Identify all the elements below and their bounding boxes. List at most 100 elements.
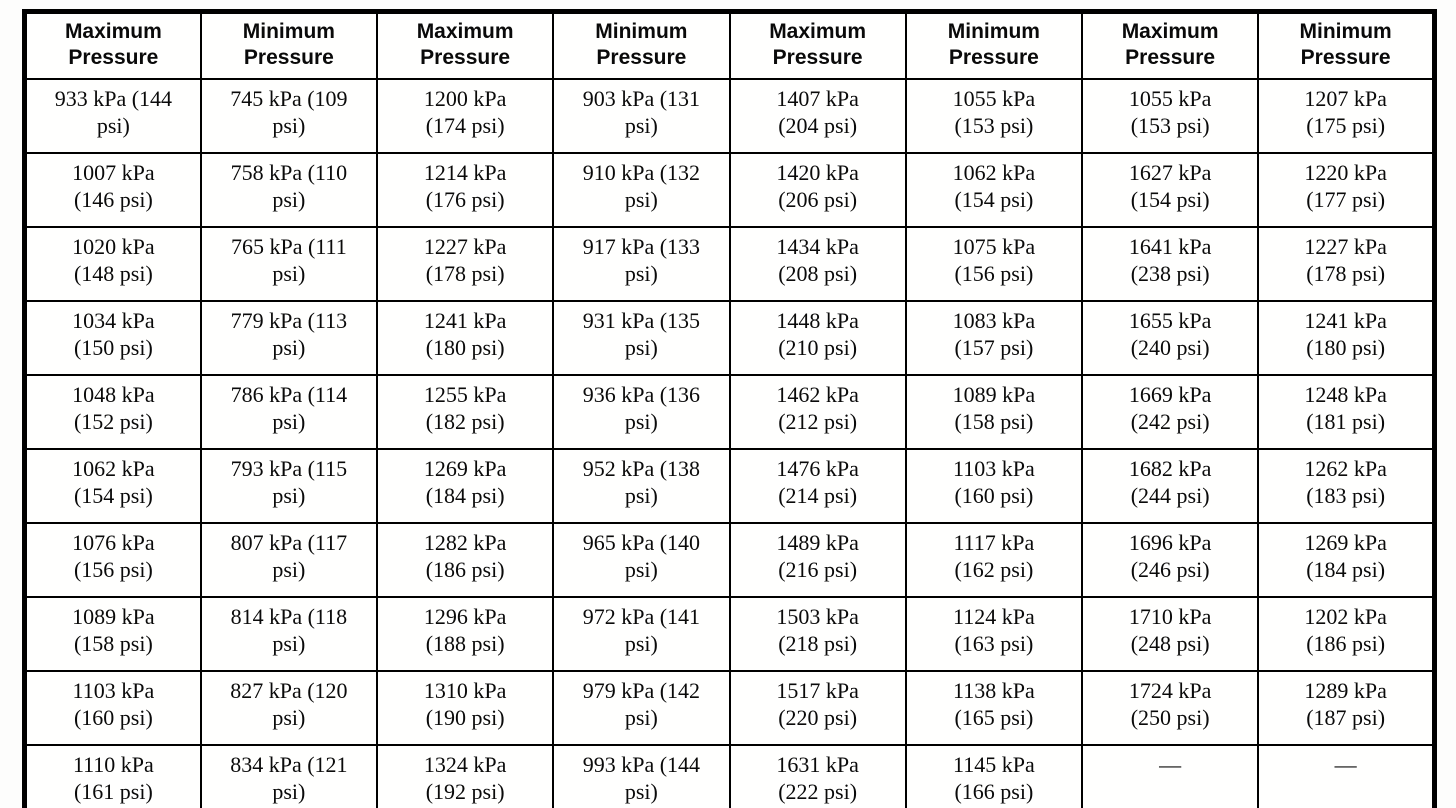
pressure-cell: 1202 kPa (186 psi) xyxy=(1257,596,1436,672)
pressure-cell: 1103 kPa (160 psi) xyxy=(904,448,1084,524)
pressure-cell: 814 kPa (118 psi) xyxy=(199,596,379,672)
pressure-cell: 1710 kPa (248 psi) xyxy=(1080,596,1260,672)
table-row: 1007 kPa (146 psi) 758 kPa (110 psi) 1214 … xyxy=(23,152,1436,228)
pressure-cell: 931 kPa (135 psi) xyxy=(552,300,731,376)
pressure-cell: 1407 kPa (204 psi) xyxy=(728,78,907,154)
table-row: 1034 kPa (150 psi) 779 kPa (113 psi) 1241 … xyxy=(23,300,1436,376)
pressure-cell: 834 kPa (121 psi) xyxy=(199,744,379,808)
column-header: Maximum Pressure xyxy=(23,10,202,80)
pressure-cell: 758 kPa (110 psi) xyxy=(199,152,379,228)
pressure-cell: 1631 kPa (222 psi) xyxy=(728,744,907,808)
pressure-cell: 1503 kPa (218 psi) xyxy=(728,596,907,672)
pressure-cell: 1324 kPa (192 psi) xyxy=(375,744,555,808)
pressure-cell: 1489 kPa (216 psi) xyxy=(728,522,907,598)
pressure-cell: 1448 kPa (210 psi) xyxy=(728,300,907,376)
pressure-table: Maximum Pressure Minimum Pressure Maximum … xyxy=(22,9,1437,808)
pressure-cell: 1310 kPa (190 psi) xyxy=(375,670,555,746)
pressure-cell: 1269 kPa (184 psi) xyxy=(375,448,555,524)
pressure-cell: 1089 kPa (158 psi) xyxy=(23,596,202,672)
column-header: Maximum Pressure xyxy=(728,10,907,80)
pressure-cell: 1207 kPa (175 psi) xyxy=(1257,78,1436,154)
pressure-cell: 979 kPa (142 psi) xyxy=(552,670,731,746)
column-header: Maximum Pressure xyxy=(1080,10,1260,80)
pressure-cell: 1296 kPa (188 psi) xyxy=(375,596,555,672)
pressure-cell: 1034 kPa (150 psi) xyxy=(23,300,202,376)
pressure-cell: 1669 kPa (242 psi) xyxy=(1080,374,1260,450)
column-header: Minimum Pressure xyxy=(552,10,731,80)
pressure-cell: 993 kPa (144 psi) xyxy=(552,744,731,808)
pressure-cell: 1269 kPa (184 psi) xyxy=(1257,522,1436,598)
table-row: 1062 kPa (154 psi) 793 kPa (115 psi) 1269 … xyxy=(23,448,1436,524)
pressure-cell: 1462 kPa (212 psi) xyxy=(728,374,907,450)
pressure-cell: 1020 kPa (148 psi) xyxy=(23,226,202,302)
pressure-cell: 1048 kPa (152 psi) xyxy=(23,374,202,450)
pressure-cell: 1083 kPa (157 psi) xyxy=(904,300,1084,376)
table-body: 933 kPa (144 psi) 745 kPa (109 psi) 1200 k… xyxy=(23,78,1436,808)
pressure-cell: 1062 kPa (154 psi) xyxy=(23,448,202,524)
pressure-cell: 1255 kPa (182 psi) xyxy=(375,374,555,450)
table-row: 1110 kPa (161 psi) 834 kPa (121 psi) 1324 … xyxy=(23,744,1436,808)
empty-cell: — xyxy=(1080,744,1260,808)
pressure-cell: 1241 kPa (180 psi) xyxy=(1257,300,1436,376)
pressure-cell: 786 kPa (114 psi) xyxy=(199,374,379,450)
table-row: 1048 kPa (152 psi) 786 kPa (114 psi) 1255 … xyxy=(23,374,1436,450)
pressure-cell: 1124 kPa (163 psi) xyxy=(904,596,1084,672)
pressure-cell: 1289 kPa (187 psi) xyxy=(1257,670,1436,746)
pressure-cell: 917 kPa (133 psi) xyxy=(552,226,731,302)
pressure-cell: 965 kPa (140 psi) xyxy=(552,522,731,598)
pressure-cell: 765 kPa (111 psi) xyxy=(199,226,379,302)
column-header: Minimum Pressure xyxy=(904,10,1084,80)
table-row: 1103 kPa (160 psi) 827 kPa (120 psi) 1310 … xyxy=(23,670,1436,746)
pressure-cell: 1420 kPa (206 psi) xyxy=(728,152,907,228)
header-row: Maximum Pressure Minimum Pressure Maximum … xyxy=(23,10,1436,80)
pressure-cell: 1696 kPa (246 psi) xyxy=(1080,522,1260,598)
pressure-cell: 952 kPa (138 psi) xyxy=(552,448,731,524)
table-row: 1089 kPa (158 psi) 814 kPa (118 psi) 1296 … xyxy=(23,596,1436,672)
pressure-cell: 1282 kPa (186 psi) xyxy=(375,522,555,598)
column-header: Minimum Pressure xyxy=(199,10,379,80)
pressure-cell: 1655 kPa (240 psi) xyxy=(1080,300,1260,376)
pressure-cell: 1117 kPa (162 psi) xyxy=(904,522,1084,598)
pressure-cell: 1103 kPa (160 psi) xyxy=(23,670,202,746)
pressure-cell: 827 kPa (120 psi) xyxy=(199,670,379,746)
pressure-cell: 1055 kPa (153 psi) xyxy=(1080,78,1260,154)
column-header: Maximum Pressure xyxy=(375,10,555,80)
pressure-cell: 779 kPa (113 psi) xyxy=(199,300,379,376)
pressure-cell: 807 kPa (117 psi) xyxy=(199,522,379,598)
pressure-cell: 1145 kPa (166 psi) xyxy=(904,744,1084,808)
pressure-cell: 1517 kPa (220 psi) xyxy=(728,670,907,746)
pressure-cell: 1434 kPa (208 psi) xyxy=(728,226,907,302)
pressure-cell: 910 kPa (132 psi) xyxy=(552,152,731,228)
pressure-cell: 1200 kPa (174 psi) xyxy=(375,78,555,154)
pressure-cell: 903 kPa (131 psi) xyxy=(552,78,731,154)
pressure-cell: 1075 kPa (156 psi) xyxy=(904,226,1084,302)
pressure-cell: 1641 kPa (238 psi) xyxy=(1080,226,1260,302)
pressure-cell: 1220 kPa (177 psi) xyxy=(1257,152,1436,228)
pressure-cell: 936 kPa (136 psi) xyxy=(552,374,731,450)
pressure-cell: 1476 kPa (214 psi) xyxy=(728,448,907,524)
table-row: 933 kPa (144 psi) 745 kPa (109 psi) 1200 k… xyxy=(23,78,1436,154)
pressure-cell: 1110 kPa (161 psi) xyxy=(23,744,202,808)
pressure-cell: 1262 kPa (183 psi) xyxy=(1257,448,1436,524)
pressure-cell: 1062 kPa (154 psi) xyxy=(904,152,1084,228)
pressure-cell: 1138 kPa (165 psi) xyxy=(904,670,1084,746)
empty-cell: — xyxy=(1257,744,1436,808)
pressure-cell: 972 kPa (141 psi) xyxy=(552,596,731,672)
column-header: Minimum Pressure xyxy=(1257,10,1436,80)
pressure-cell: 1214 kPa (176 psi) xyxy=(375,152,555,228)
pressure-cell: 1089 kPa (158 psi) xyxy=(904,374,1084,450)
pressure-cell: 1055 kPa (153 psi) xyxy=(904,78,1084,154)
pressure-cell: 1241 kPa (180 psi) xyxy=(375,300,555,376)
pressure-cell: 1076 kPa (156 psi) xyxy=(23,522,202,598)
pressure-cell: 1227 kPa (178 psi) xyxy=(1257,226,1436,302)
pressure-cell: 745 kPa (109 psi) xyxy=(199,78,379,154)
table-row: 1076 kPa (156 psi) 807 kPa (117 psi) 1282 … xyxy=(23,522,1436,598)
pressure-cell: 1627 kPa (154 psi) xyxy=(1080,152,1260,228)
pressure-cell: 1724 kPa (250 psi) xyxy=(1080,670,1260,746)
pressure-cell: 1227 kPa (178 psi) xyxy=(375,226,555,302)
pressure-table-head: Maximum Pressure Minimum Pressure Maximum … xyxy=(23,10,1436,80)
pressure-cell: 793 kPa (115 psi) xyxy=(199,448,379,524)
table-row: 1020 kPa (148 psi) 765 kPa (111 psi) 1227 … xyxy=(23,226,1436,302)
pressure-cell: 1248 kPa (181 psi) xyxy=(1257,374,1436,450)
